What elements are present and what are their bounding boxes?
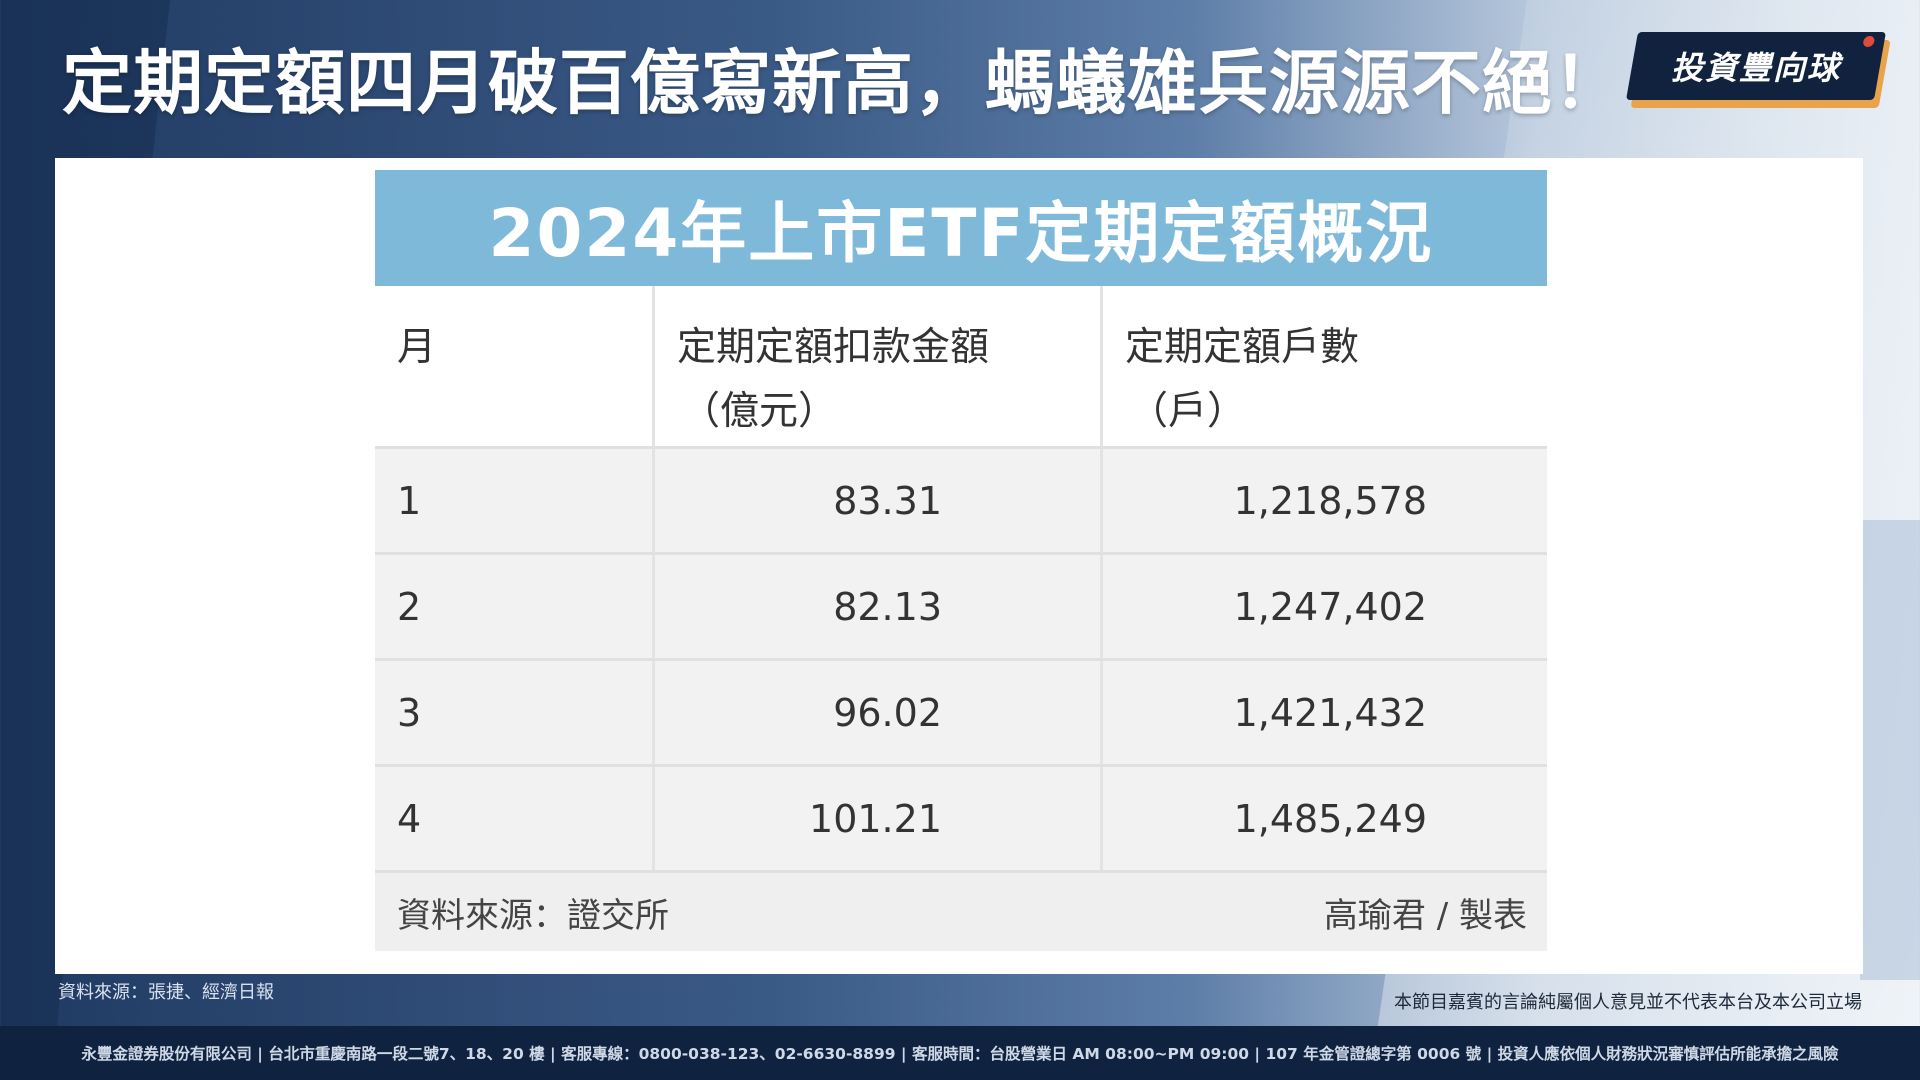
brand-logo: 投資豐向球 <box>1626 32 1886 100</box>
content-card: 2024年上市ETF定期定額概況 月 定期定額扣款金額 （億元） 定期定額戶數 … <box>55 158 1863 974</box>
table-footer: 資料來源：證交所 高瑜君 / 製表 <box>375 873 1547 951</box>
table-row: 3 96.02 1,421,432 <box>375 661 1547 767</box>
table-source: 資料來源：證交所 <box>397 895 669 936</box>
cell-month: 1 <box>375 449 655 552</box>
column-header-amount-unit: （億元） <box>681 389 838 434</box>
column-header-accounts-unit: （戶） <box>1129 389 1247 434</box>
background-side-block <box>1860 520 1920 980</box>
column-header-month: 月 <box>375 286 655 446</box>
bottom-info-bar: 永豐金證券股份有限公司 | 台北市重慶南路一段二號7、18、20 樓 | 客服專… <box>0 1026 1920 1080</box>
source-note: 資料來源：張捷、經濟日報 <box>58 982 274 1003</box>
table-title: 2024年上市ETF定期定額概況 <box>375 170 1547 286</box>
cell-amount: 101.21 <box>655 767 1103 870</box>
cell-amount: 96.02 <box>655 661 1103 764</box>
table-header-row: 月 定期定額扣款金額 （億元） 定期定額戶數 （戶） <box>375 286 1547 449</box>
column-header-amount-label: 定期定額扣款金額 <box>677 325 990 370</box>
brand-logo-text: 投資豐向球 <box>1670 49 1841 87</box>
table-row: 4 101.21 1,485,249 <box>375 767 1547 873</box>
page-title: 定期定額四月破百億寫新高，螞蟻雄兵源源不絕！ <box>62 42 1624 124</box>
cell-accounts: 1,485,249 <box>1233 796 1427 841</box>
disclaimer: 本節目嘉賓的言論純屬個人意見並不代表本台及本公司立場 <box>1394 992 1862 1013</box>
table-row: 2 82.13 1,247,402 <box>375 555 1547 661</box>
cell-month: 3 <box>375 661 655 764</box>
column-header-accounts-label: 定期定額戶數 <box>1125 325 1360 370</box>
column-header-accounts: 定期定額戶數 （戶） <box>1103 286 1547 446</box>
table-row: 1 83.31 1,218,578 <box>375 449 1547 555</box>
table-credit: 高瑜君 / 製表 <box>1323 895 1527 936</box>
company-info: 永豐金證券股份有限公司 | 台北市重慶南路一段二號7、18、20 樓 | 客服專… <box>81 1045 1839 1063</box>
column-header-amount: 定期定額扣款金額 （億元） <box>655 286 1103 446</box>
cell-accounts: 1,247,402 <box>1233 584 1427 629</box>
cell-accounts: 1,421,432 <box>1233 690 1427 735</box>
cell-amount: 82.13 <box>655 555 1103 658</box>
etf-table: 2024年上市ETF定期定額概況 月 定期定額扣款金額 （億元） 定期定額戶數 … <box>375 170 1547 951</box>
cell-month: 2 <box>375 555 655 658</box>
cell-month: 4 <box>375 767 655 870</box>
cell-amount: 83.31 <box>655 449 1103 552</box>
column-header-month-label: 月 <box>397 325 437 370</box>
cell-accounts: 1,218,578 <box>1233 478 1427 523</box>
